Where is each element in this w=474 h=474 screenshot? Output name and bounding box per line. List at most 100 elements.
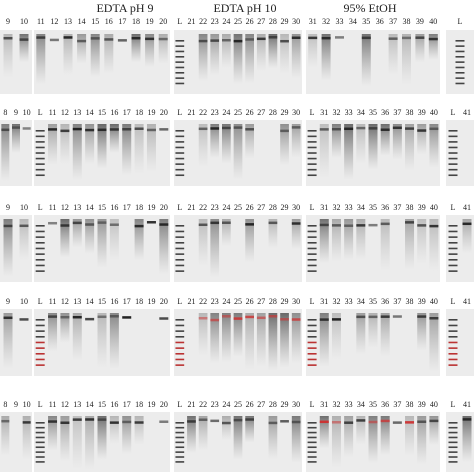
ladder-band xyxy=(175,441,185,444)
ladder-band xyxy=(307,270,317,272)
lane-label: L xyxy=(177,108,182,117)
lane-label: 28 xyxy=(269,203,277,212)
ladder-band xyxy=(175,40,185,42)
lane-label: L xyxy=(177,297,182,306)
band xyxy=(380,315,390,318)
band xyxy=(90,37,100,40)
band xyxy=(198,39,208,43)
ladder-band xyxy=(175,247,185,250)
ladder-band xyxy=(175,426,185,429)
lane-label: 13 xyxy=(73,203,81,212)
ladder-band xyxy=(35,259,45,261)
ladder-band xyxy=(307,324,317,327)
ladder-band xyxy=(307,141,317,143)
ladder-band xyxy=(175,461,185,463)
lane-label: 40 xyxy=(430,203,438,212)
ladder-band xyxy=(175,330,185,332)
band xyxy=(417,224,427,227)
smear xyxy=(268,34,278,69)
band xyxy=(321,36,331,40)
ladder-band xyxy=(35,253,45,255)
lane-label: L xyxy=(177,17,182,26)
lane-label: 21 xyxy=(187,108,195,117)
ladder-band xyxy=(455,77,465,79)
ladder-band xyxy=(307,441,317,444)
band xyxy=(222,315,231,318)
lane-label: 12 xyxy=(61,203,69,212)
lane-label: 17 xyxy=(118,17,126,26)
lane-label: L xyxy=(310,203,315,212)
lane-label: 22 xyxy=(199,203,207,212)
band xyxy=(222,421,231,425)
lane-label: 22 xyxy=(199,297,207,306)
band xyxy=(187,420,196,423)
band xyxy=(85,223,95,226)
smear xyxy=(429,313,439,372)
lane-label: 34 xyxy=(357,203,365,212)
lane-label: 35 xyxy=(369,400,377,409)
ladder-band xyxy=(455,56,465,58)
band xyxy=(159,223,169,226)
smear xyxy=(187,416,196,453)
lane-label: 20 xyxy=(159,17,167,26)
smear xyxy=(331,313,341,360)
band xyxy=(368,315,378,319)
smear xyxy=(210,313,220,364)
lane-label: 8 xyxy=(3,400,7,409)
lane-label: 26 xyxy=(246,297,254,306)
lane-label: 17 xyxy=(123,400,131,409)
band xyxy=(210,127,220,130)
band xyxy=(36,36,46,39)
lane-label: 38 xyxy=(403,17,411,26)
lane-label: 10 xyxy=(20,297,28,306)
ladder-band xyxy=(455,61,465,63)
band xyxy=(268,36,278,39)
band xyxy=(104,38,114,41)
lane-label: 27 xyxy=(257,203,265,212)
ladder-band xyxy=(35,270,45,272)
ladder-band xyxy=(35,236,45,238)
smear xyxy=(268,219,278,249)
band xyxy=(134,224,144,228)
smear xyxy=(97,313,107,368)
smear xyxy=(405,219,415,271)
ladder-band xyxy=(175,163,185,165)
lane-label: 37 xyxy=(393,203,401,212)
smear xyxy=(368,313,378,348)
smear xyxy=(256,34,266,72)
ladder-band xyxy=(175,168,185,171)
lane-label: 19 xyxy=(146,17,154,26)
ladder-band xyxy=(35,461,45,463)
smear xyxy=(22,416,31,460)
smear xyxy=(97,219,107,268)
band xyxy=(72,315,82,319)
lane-label: 22 xyxy=(199,17,207,26)
ladder-band xyxy=(448,431,458,434)
band xyxy=(268,315,278,318)
lane-label: 10 xyxy=(23,108,31,117)
lane-label: L xyxy=(310,297,315,306)
band xyxy=(280,420,289,423)
ladder-band xyxy=(175,270,185,272)
gel-panel xyxy=(174,215,302,282)
ladder-band xyxy=(307,341,317,344)
lane-label: 31 xyxy=(320,400,328,409)
lane-label: 10 xyxy=(23,400,31,409)
smear xyxy=(158,34,168,64)
smear xyxy=(60,124,70,165)
smear xyxy=(462,416,472,463)
band xyxy=(48,315,58,318)
lane-label: 21 xyxy=(187,400,195,409)
lane-label: 36 xyxy=(381,400,389,409)
band xyxy=(210,39,220,42)
lane-label: 32 xyxy=(332,108,340,117)
ladder-band xyxy=(307,436,317,439)
ladder-band xyxy=(307,174,317,177)
smear xyxy=(109,219,119,262)
lane-label: 19 xyxy=(147,203,155,212)
band xyxy=(368,420,378,424)
lane-label: 10 xyxy=(20,17,28,26)
lane-label: 24 xyxy=(222,108,230,117)
smear xyxy=(280,313,289,368)
